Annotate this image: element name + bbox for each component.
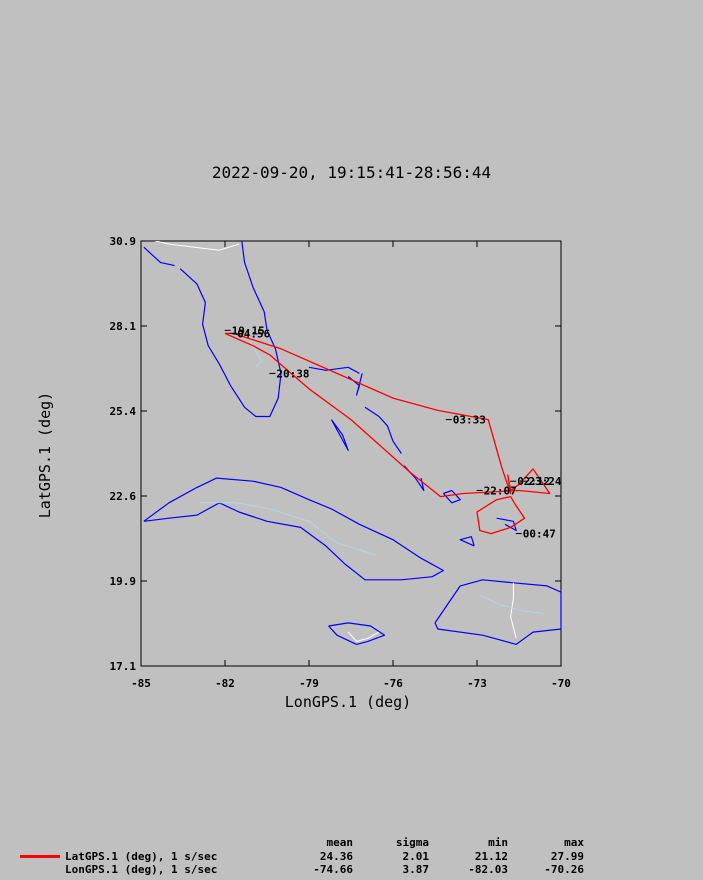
legend-series-name: LonGPS.1 (deg), 1 s/sec (65, 863, 218, 876)
coastline (442, 489, 461, 504)
y-tick-label: 30.9 (110, 235, 137, 248)
axis-ticks: -85 -82 -79 -76 -73 -70 30.9 28.1 25.4 22.6 19.9 17… (110, 235, 571, 690)
country-border (347, 631, 380, 642)
coastline (328, 622, 386, 646)
legend-max: -70.26 (544, 863, 584, 876)
legend-max: 27.99 (550, 850, 584, 863)
x-tick-label: -76 (383, 677, 403, 690)
inland-water (479, 594, 545, 615)
x-tick-label: -82 (215, 677, 235, 690)
x-axis-label: LonGPS.1 (deg) (285, 693, 411, 711)
flight-track-main (224, 332, 551, 498)
legend-mean: -74.66 (313, 863, 353, 876)
legend-sigma: 3.87 (402, 863, 430, 876)
x-tick-label: -70 (551, 677, 571, 690)
legend-sigma: 2.01 (402, 850, 430, 863)
y-tick-label: 25.4 (110, 405, 137, 418)
time-annotation: 19:15 (232, 324, 265, 337)
legend-row-latgps: LatGPS.1 (deg), 1 s/sec 24.36 2.01 21.12… (0, 850, 703, 863)
x-tick-label: -79 (299, 677, 319, 690)
x-tick-label: -73 (467, 677, 487, 690)
time-annotation: 23:24 (528, 475, 561, 488)
legend-mean: 24.36 (319, 850, 353, 863)
coastline (459, 536, 475, 547)
coastline-layer (143, 241, 561, 646)
header-mean: mean (326, 836, 354, 849)
time-annotation: 22:07 (484, 484, 517, 497)
legend-header-row: mean sigma min max (0, 836, 703, 849)
flight-track-south-loop (476, 495, 526, 535)
header-min: min (488, 836, 508, 849)
x-tick-label: -85 (131, 677, 151, 690)
coastline (143, 477, 444, 581)
y-tick-label: 19.9 (110, 575, 137, 588)
time-annotation: 02:12 (517, 475, 550, 488)
plot-title: 2022-09-20, 19:15:41-28:56:44 (211, 163, 492, 182)
coastline (330, 419, 349, 451)
country-border (154, 241, 240, 251)
y-axis-label: LatGPS.1 (deg) (36, 392, 54, 518)
time-annotation: 03:33 (453, 414, 486, 427)
legend-swatch-red (20, 855, 60, 858)
inland-water (199, 502, 377, 556)
time-annotation: 04:56 (237, 327, 270, 340)
coastline (308, 366, 360, 374)
plot-area (140, 240, 562, 667)
legend-row-longps: LonGPS.1 (deg), 1 s/sec -74.66 3.87 -82.… (0, 863, 703, 876)
flight-track-layer (224, 332, 551, 535)
y-tick-label: 28.1 (110, 320, 137, 333)
coastline (143, 246, 175, 267)
inland-water-layer (199, 333, 545, 615)
time-annotation: 00:47 (523, 528, 556, 541)
legend-min: 21.12 (474, 850, 508, 863)
y-tick-label: 22.6 (110, 490, 137, 503)
legend-series-name: LatGPS.1 (deg), 1 s/sec (65, 850, 218, 863)
header-max: max (564, 836, 584, 849)
coastline (364, 406, 402, 454)
coastline (179, 241, 282, 418)
time-annotation: 20:38 (276, 367, 309, 380)
legend-min: -82.03 (468, 863, 508, 876)
inland-water (246, 333, 262, 368)
coastline (434, 579, 561, 646)
y-tick-label: 17.1 (110, 660, 137, 673)
header-sigma: sigma (395, 836, 429, 849)
